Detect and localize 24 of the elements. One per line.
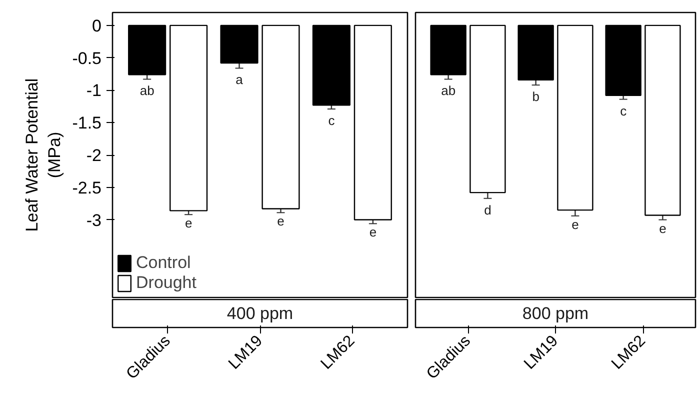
legend-label: Drought [136, 273, 196, 293]
y-tick-label: -0.5 [72, 48, 102, 68]
data-label: d [484, 202, 492, 218]
data-label: ab [441, 83, 456, 98]
text: 800 ppm [522, 304, 589, 323]
y-tick-label: -2 [86, 146, 102, 165]
data-label: e [572, 216, 579, 232]
y-tick-label: -1.5 [72, 114, 102, 133]
data-label: ab [140, 83, 154, 98]
y-tick-label: -3 [86, 210, 102, 230]
data-label: e [277, 214, 284, 229]
y-axis-title: Leaf Water Potential (MPa) [22, 78, 64, 232]
data-label: e [369, 224, 377, 240]
y-tick-label: -2.5 [72, 178, 102, 198]
data-label: a [236, 72, 244, 88]
data-label: e [184, 216, 192, 231]
legend-label: Control [136, 253, 191, 273]
y-tick-label: 0 [92, 16, 102, 36]
data-label: c [620, 103, 628, 118]
text: 400 ppm [226, 304, 294, 323]
data-label: b [532, 89, 540, 104]
data-label: e [659, 220, 666, 236]
data-label: c [328, 113, 336, 128]
y-tick-label: -1 [86, 81, 102, 100]
